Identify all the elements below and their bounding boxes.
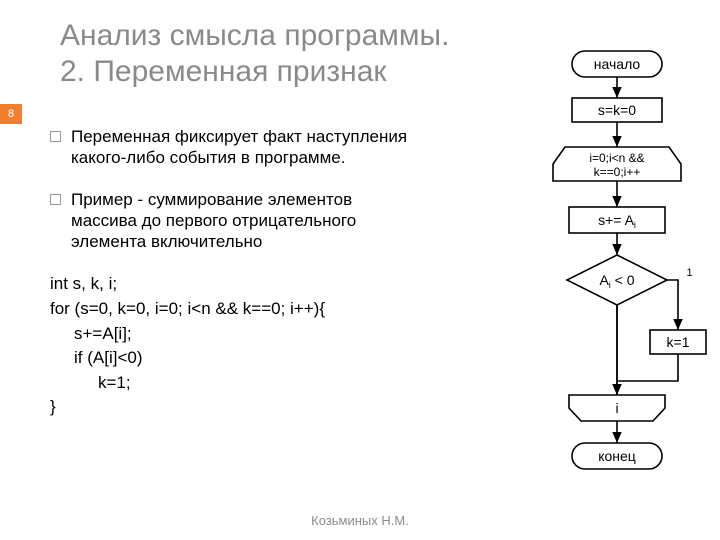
content-area: Переменная фиксирует факт наступления ка… [50, 126, 420, 420]
flowchart-node: s=k=0 [572, 98, 662, 122]
svg-text:k==0;i++: k==0;i++ [594, 165, 641, 179]
flowchart-node: k=1 [650, 330, 706, 354]
svg-text:i: i [615, 400, 618, 416]
footer-author: Козьминых Н.М. [0, 513, 720, 528]
code-block: int s, k, i; for (s=0, k=0, i=0; i<n && … [50, 272, 420, 420]
svg-text:s=k=0: s=k=0 [598, 102, 636, 118]
flowchart-node: i [569, 395, 665, 421]
code-line: s+=A[i]; [50, 322, 420, 347]
bullet-icon [50, 194, 61, 205]
svg-text:конец: конец [598, 448, 636, 464]
page-number-badge: 8 [0, 104, 22, 124]
bullet-text: Пример - суммирование элементов массива … [71, 189, 420, 253]
flowchart-node: s+= Ai [569, 207, 665, 233]
bullet-item: Пример - суммирование элементов массива … [50, 189, 420, 253]
code-line: if (A[i]<0) [50, 346, 420, 371]
code-line: k=1; [50, 371, 420, 396]
svg-text:s+= Ai: s+= Ai [598, 212, 636, 230]
bullet-item: Переменная фиксирует факт наступления ка… [50, 126, 420, 169]
code-line: for (s=0, k=0, i=0; i<n && k==0; i++){ [50, 297, 420, 322]
flowchart-node: Ai < 0 [567, 255, 667, 305]
svg-text:i=0;i<n &&: i=0;i<n && [589, 151, 644, 165]
svg-text:k=1: k=1 [667, 334, 690, 350]
code-line: int s, k, i; [50, 272, 420, 297]
svg-text:Ai < 0: Ai < 0 [599, 272, 634, 290]
flowchart: 1 начало s=k=0 i=0;i<n &&k==0;i++ s+= Ai Ai <… [522, 48, 712, 508]
svg-text:начало: начало [594, 56, 641, 72]
bullet-icon [50, 131, 61, 142]
code-line: } [50, 395, 420, 420]
bullet-text: Переменная фиксирует факт наступления ка… [71, 126, 420, 169]
svg-text:1: 1 [687, 267, 693, 279]
flowchart-node: начало [572, 51, 662, 77]
flowchart-node: i=0;i<n &&k==0;i++ [553, 147, 681, 181]
flowchart-node: конец [572, 443, 662, 469]
